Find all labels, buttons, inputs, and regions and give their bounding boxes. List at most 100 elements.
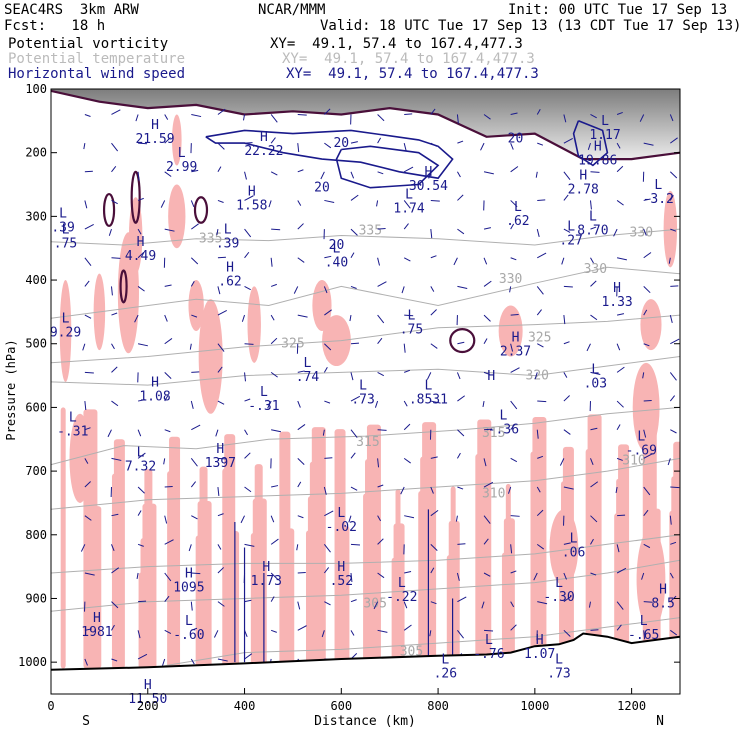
extremum-kind: L [514,200,522,215]
extremum-kind: H [536,633,544,648]
wind-vector [536,228,540,237]
wind-vector [270,515,275,523]
wind-vector [430,567,435,574]
wind-vector [297,571,306,574]
y-tick-label: 300 [25,209,47,223]
wind-vector [191,424,201,431]
wind-vector [563,114,567,123]
wind-vector [84,572,95,576]
wind-vector [456,572,460,581]
wind-vector [510,544,513,554]
wind-vector [377,257,381,266]
wind-vector [484,428,493,431]
wind-vector [483,458,487,467]
wind-vector [84,628,92,631]
wind-vector [616,111,623,115]
wind-vector [217,567,225,574]
wind-vector [217,286,221,295]
wind-vector [510,423,516,431]
pv-shade-column [475,453,484,669]
wind-vector [217,343,225,352]
wind-vector [213,630,219,638]
wind-vector [190,481,197,488]
wind-vector [456,171,461,178]
wind-vector [400,486,405,495]
wind-vector [670,338,680,345]
wind-vector [430,309,437,316]
wind-vector [616,544,620,553]
wind-vector [639,114,645,122]
wind-vector [323,567,330,574]
wind-vector [164,114,169,120]
pv-shade-blob [640,299,662,351]
wind-vector [164,595,170,602]
extremum-value: -.36 [488,422,519,437]
wind-vector [590,226,597,230]
wind-vector [457,341,465,345]
wind-vector [297,515,304,519]
wind-vector [137,429,142,437]
extremum-value: 1095 [173,580,204,595]
extremum-kind: H [216,442,224,457]
wind-vector [669,372,677,381]
wind-vector [297,458,305,465]
y-tick-label: 100 [25,82,47,96]
field-theta-name: Potential temperature [8,51,186,67]
wind-vector [403,257,411,262]
wind-vector [643,228,647,236]
wind-vector [563,341,570,345]
wind-vector [616,313,625,316]
wind-vector [616,366,625,373]
extremum-value: 7.32 [125,459,156,474]
wind-vector [483,338,488,344]
wind-vector [217,658,228,662]
wind-vector [297,143,300,153]
pv-shade-column [669,510,680,669]
extremum-value: 21.59 [135,132,174,147]
x-end-left: S [82,714,90,729]
wind-vector [536,109,541,115]
wind-speed-label: 20 [333,136,349,151]
extremum-value: .75 [54,236,77,251]
wind-vector [137,543,144,547]
wind-vector [534,372,538,380]
axes-layer: 0 200 400 600 800 1000 1200 100 200 300 400 500 600 7… [18,82,680,713]
pv-contour [130,170,141,224]
wind-vector [324,601,331,606]
wind-vector [616,424,621,430]
terrain-line [51,632,680,671]
wind-vector [84,458,89,464]
extremum-value: -.65 [628,628,659,643]
extremum-kind: L [185,614,193,629]
pv-contour [102,192,116,228]
wind-vector [430,199,440,202]
wind-vector [456,114,459,124]
wind-vector [217,544,222,550]
extremum-kind: L [59,207,67,222]
wind-vector [111,544,115,552]
wind-speed-label: 20 [314,181,330,196]
wind-vector [80,544,86,552]
wind-vector [297,481,302,488]
wind-vector [536,286,544,295]
extremum-value: -3.2 [643,192,674,207]
wind-vector [296,544,299,551]
pv-shade-column [614,513,626,669]
wind-vector [643,509,649,516]
wind-vector [323,486,327,495]
wind-vector [191,627,198,631]
wind-vector [297,601,301,610]
wind-vector [137,630,141,639]
wind-vector [297,257,305,263]
wind-vector [297,169,304,173]
wind-vector [510,166,519,173]
extremum-value: 2.78 [568,182,599,197]
wind-vector [84,371,94,374]
wind-vector [377,314,385,324]
wind-vector [137,399,146,402]
wind-vector [617,514,626,517]
wind-vector [484,629,494,632]
wind-vector [84,481,91,488]
extremum-value: 1.17 [589,128,620,143]
wind-vector [483,227,491,230]
